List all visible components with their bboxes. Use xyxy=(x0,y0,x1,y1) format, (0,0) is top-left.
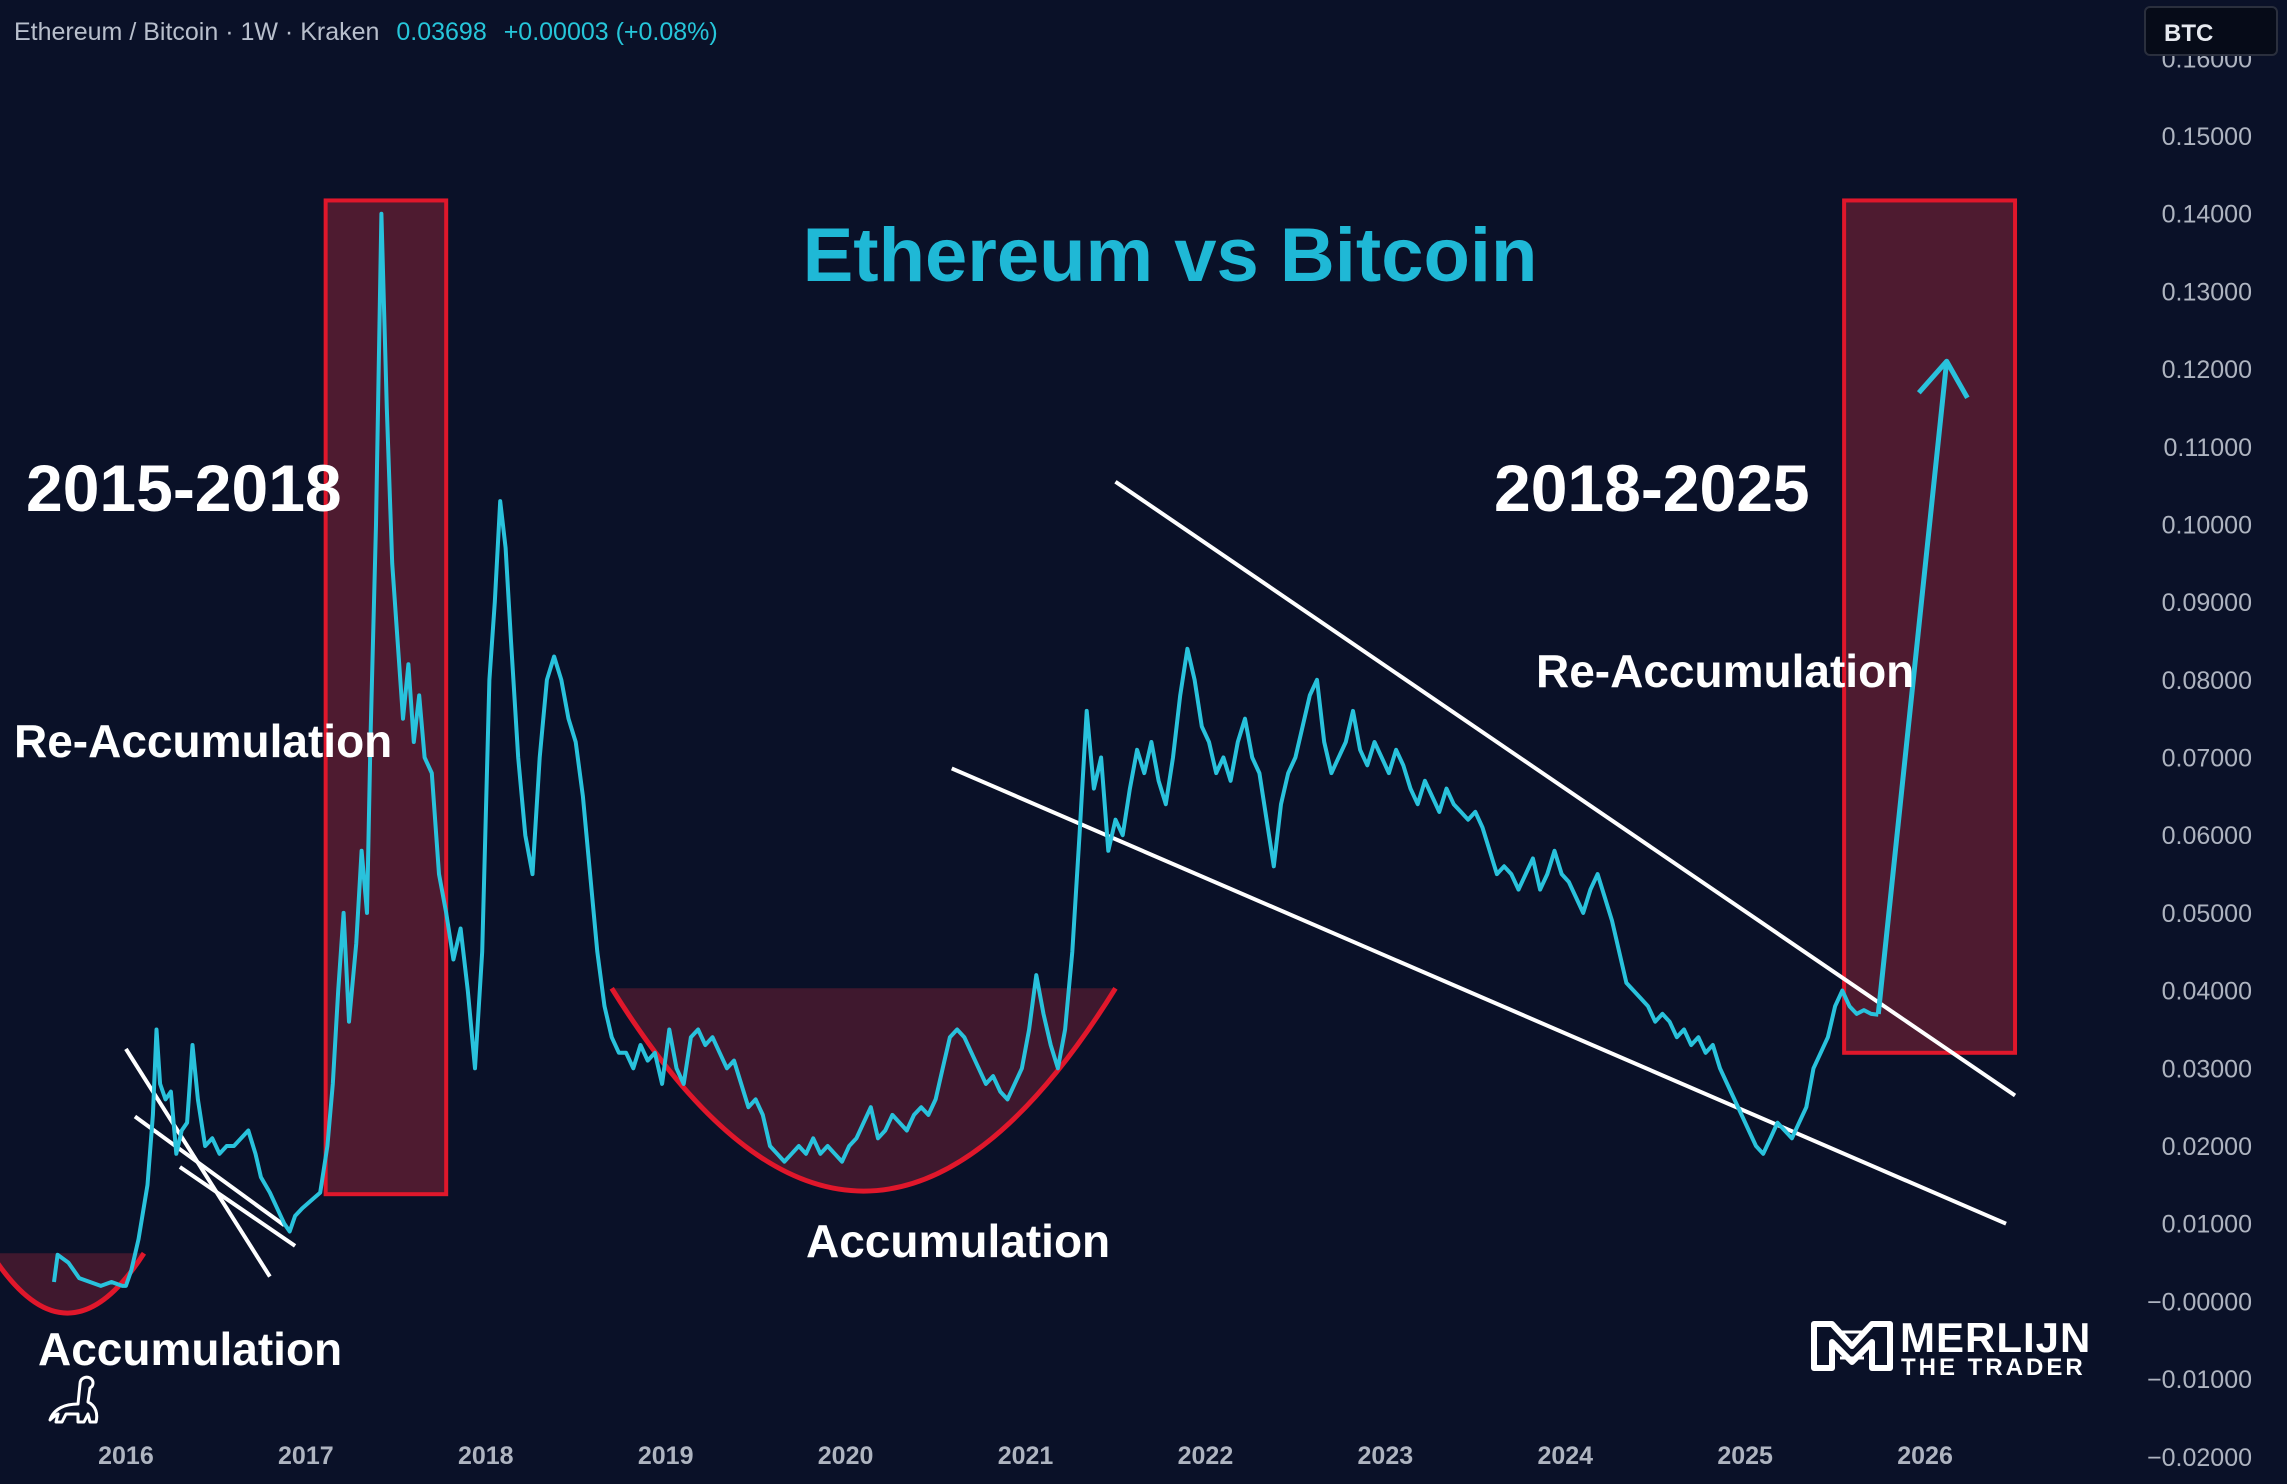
y-tick-label: 0.02000 xyxy=(2162,1133,2252,1161)
x-tick-label: 2017 xyxy=(278,1442,334,1470)
dino-icon xyxy=(48,1375,99,1424)
period-label-right: 2018-2025 xyxy=(1494,451,1810,525)
x-tick-label: 2018 xyxy=(458,1442,514,1470)
x-tick-label: 2016 xyxy=(98,1442,154,1470)
y-tick-label: 0.09000 xyxy=(2162,589,2252,617)
accumulation-arc xyxy=(609,986,1118,1194)
y-tick-label: −0.01000 xyxy=(2147,1366,2252,1394)
y-tick-label: 0.04000 xyxy=(2162,978,2252,1006)
logo-icon xyxy=(1811,1321,1893,1371)
x-tick-label: 2019 xyxy=(638,1442,694,1470)
y-tick-label: 0.03000 xyxy=(2162,1055,2252,1083)
accumulation-label-left: Accumulation xyxy=(38,1323,343,1375)
projection-arrowhead xyxy=(1916,358,1970,400)
trendline xyxy=(178,1165,297,1248)
symbol-label: Ethereum / Bitcoin · 1W · Kraken xyxy=(14,18,380,46)
trendline xyxy=(1114,480,2017,1098)
watermark-logo: MERLIJN THE TRADER xyxy=(1808,1312,2098,1384)
x-tick-label: 2022 xyxy=(1178,1442,1234,1470)
x-tick-label: 2025 xyxy=(1717,1442,1773,1470)
watermark-subtitle: THE TRADER xyxy=(1901,1354,2086,1381)
y-tick-label: 0.07000 xyxy=(2162,745,2252,773)
accumulation-label-mid: Accumulation xyxy=(806,1215,1111,1267)
y-tick-label: 0.11000 xyxy=(2163,434,2252,462)
y-tick-label: 0.05000 xyxy=(2162,900,2252,928)
y-tick-label: 0.06000 xyxy=(2162,822,2252,850)
y-tick-label: −0.02000 xyxy=(2147,1444,2252,1472)
chart-title: Ethereum vs Bitcoin xyxy=(802,213,1538,298)
highlight-box xyxy=(1842,198,2018,1055)
y-tick-label: 0.15000 xyxy=(2162,123,2252,151)
y-tick-label: 0.01000 xyxy=(2162,1211,2252,1239)
y-tick-label: −0.00000 xyxy=(2147,1288,2252,1316)
last-price: 0.03698 xyxy=(396,18,487,46)
trendline xyxy=(950,766,2007,1226)
currency-badge[interactable]: BTC xyxy=(2144,6,2278,56)
y-tick-label: 0.13000 xyxy=(2162,278,2252,306)
x-tick-label: 2020 xyxy=(818,1442,874,1470)
trendlines xyxy=(124,480,2017,1278)
watermark-name: MERLIJN xyxy=(1900,1314,2092,1361)
x-tick-label: 2024 xyxy=(1537,1442,1593,1470)
price-line xyxy=(52,211,1879,1288)
y-tick-label: 0.12000 xyxy=(2162,356,2252,384)
x-tick-label: 2026 xyxy=(1897,1442,1953,1470)
reaccumulation-label-left: Re-Accumulation xyxy=(14,715,393,767)
accumulation-zones xyxy=(0,986,1118,1316)
symbol-header: Ethereum / Bitcoin · 1W · Kraken 0.03698… xyxy=(14,18,718,47)
x-tick-label: 2023 xyxy=(1358,1442,1414,1470)
period-label-left: 2015-2018 xyxy=(26,451,342,525)
trendline xyxy=(133,1114,286,1227)
x-tick-label: 2021 xyxy=(998,1442,1054,1470)
projection-arrow xyxy=(1875,358,1970,1015)
projection-line xyxy=(1875,361,1950,1015)
reaccumulation-label-right: Re-Accumulation xyxy=(1536,645,1915,697)
y-tick-label: 0.10000 xyxy=(2162,511,2252,539)
price-change: +0.00003 (+0.08%) xyxy=(503,18,718,46)
x-axis: 2016 2017 2018 2019 2020 2021 2022 2023 2024 2025… xyxy=(98,1442,1953,1470)
accumulation-zone-fill xyxy=(0,1253,144,1314)
y-tick-label: 0.08000 xyxy=(2162,667,2252,695)
y-tick-label: 0.14000 xyxy=(2162,201,2252,229)
accumulation-arc xyxy=(0,1251,147,1316)
